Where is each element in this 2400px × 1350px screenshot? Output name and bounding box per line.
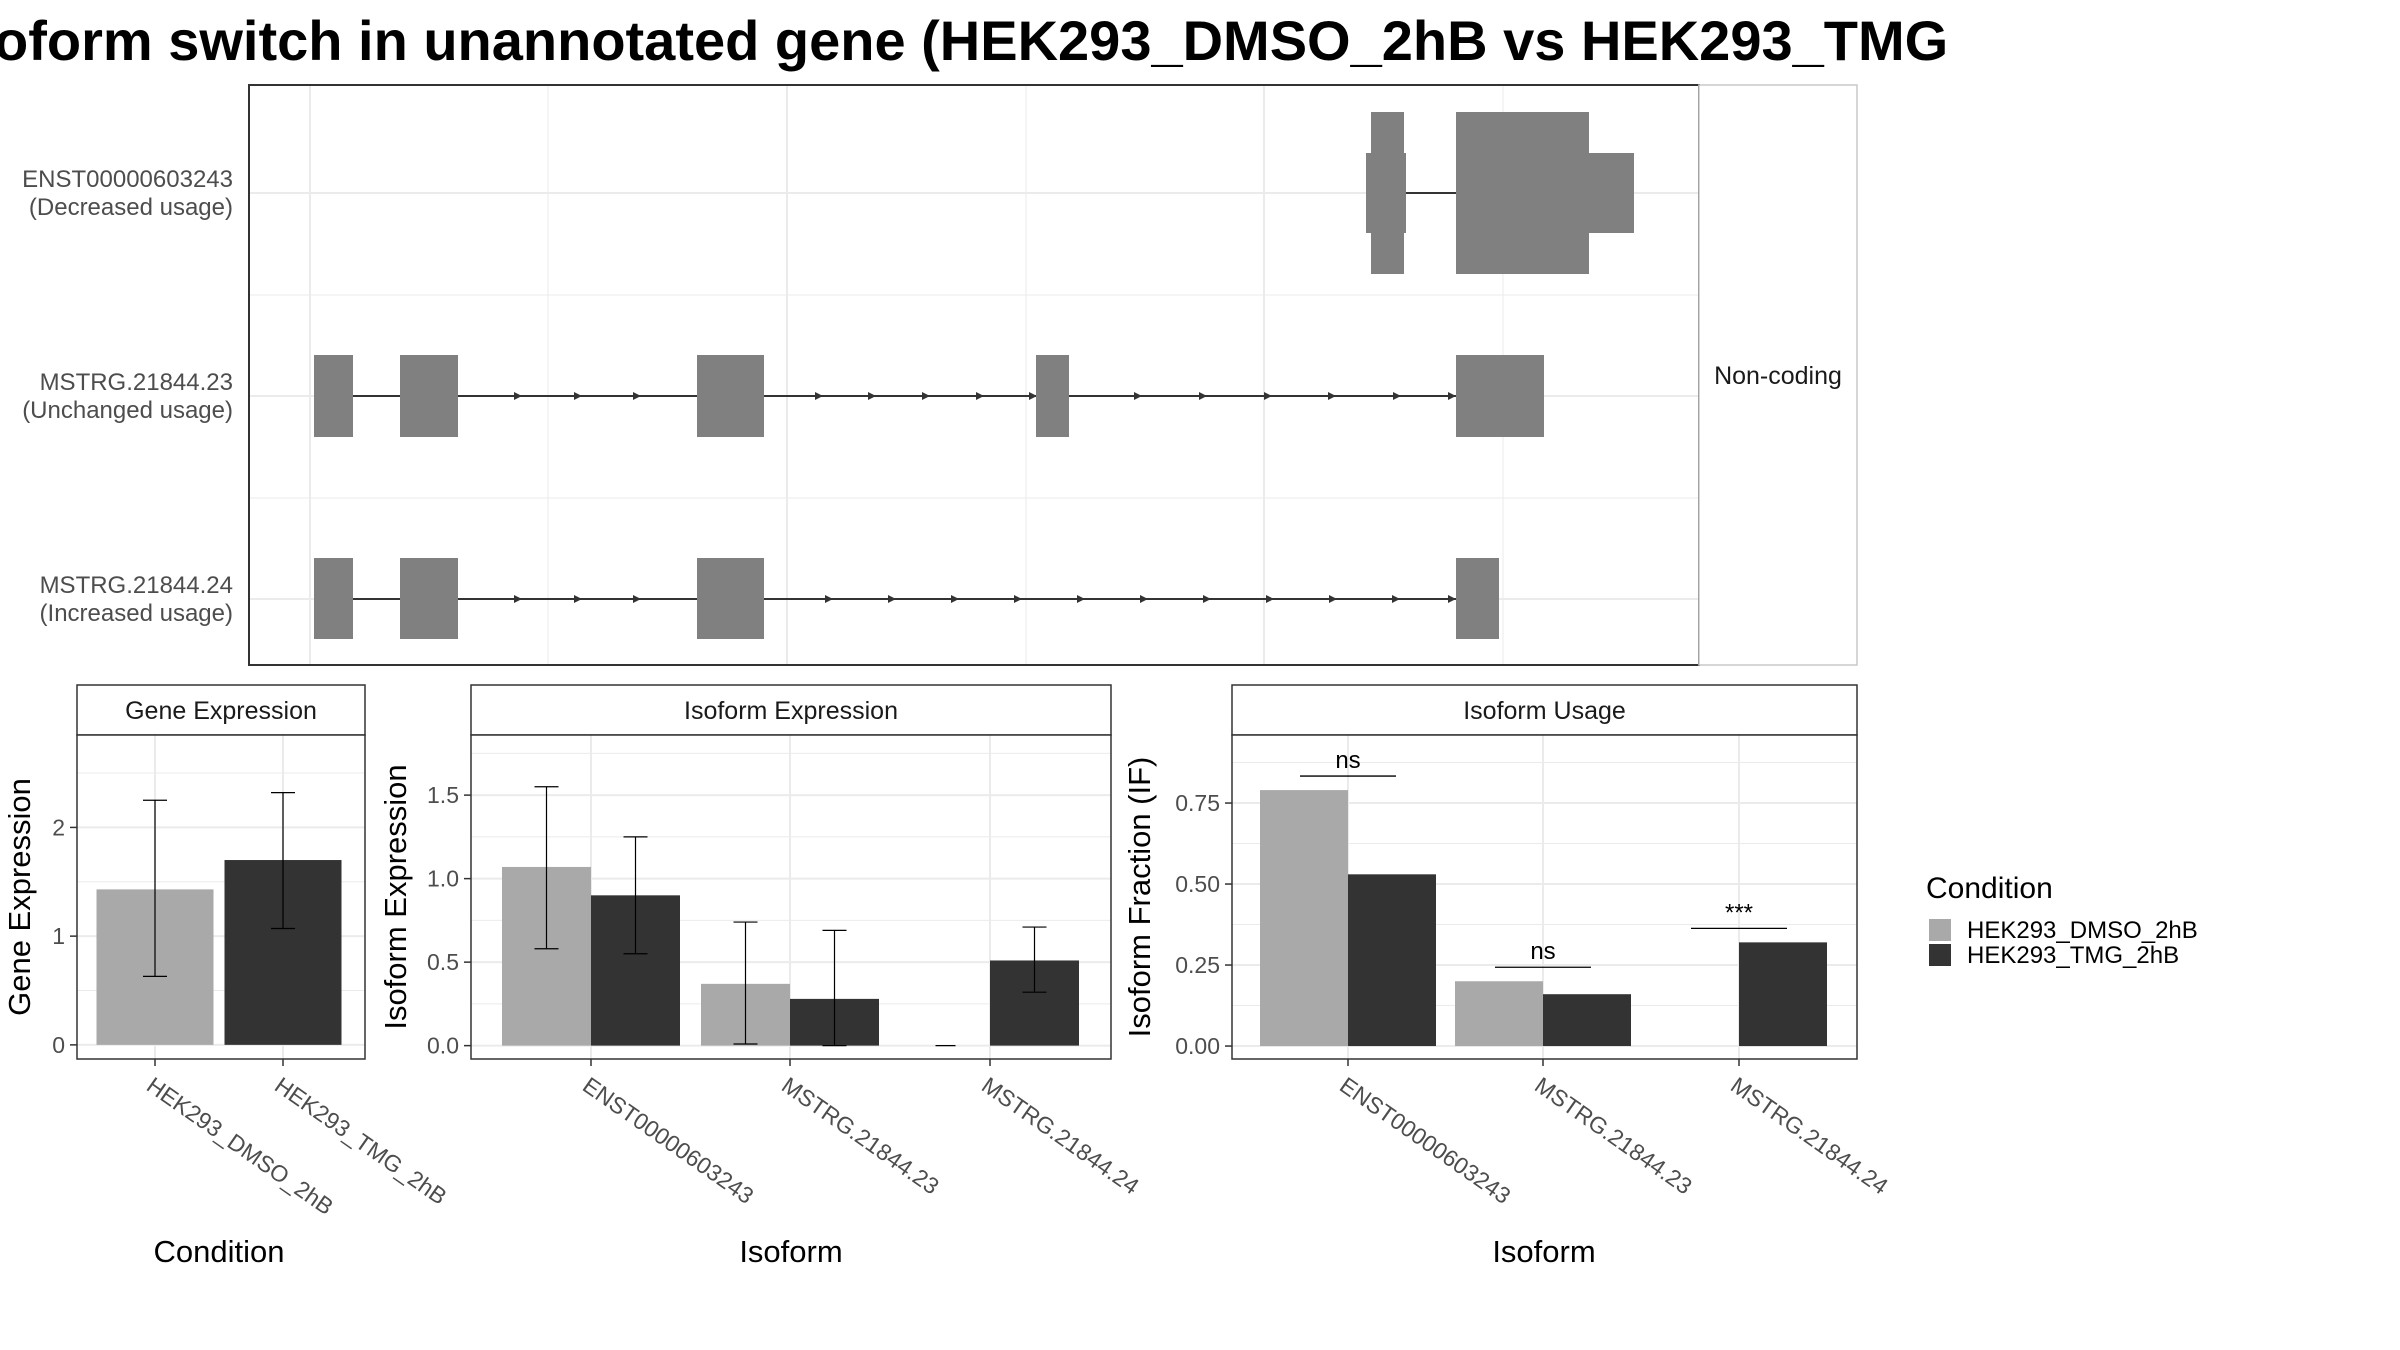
legend-item-dmso: HEK293_DMSO_2hB (1967, 917, 2198, 944)
y-tick-label: 0.50 (1175, 871, 1220, 897)
isoform-label-name: ENST00000603243 (22, 166, 233, 193)
noncoding-strip-label: Non-coding (1714, 362, 1842, 390)
x-tick-label: MSTRG.21844.23 (1530, 1072, 1697, 1200)
bar (1260, 790, 1348, 1047)
transcript-panel: Non-coding ENST00000603243 (Decreased us… (22, 84, 1858, 666)
transcript-ENST00000603243 (1366, 112, 1634, 274)
y-tick-label: 0.25 (1175, 952, 1220, 978)
isoform-label-name: MSTRG.21844.24 (40, 572, 233, 599)
exon (314, 558, 353, 639)
y-tick-label: 2 (52, 814, 65, 840)
y-tick-label: 0.75 (1175, 790, 1220, 816)
x-axis-title: Condition (154, 1234, 285, 1269)
x-tick-label: MSTRG.21844.24 (977, 1072, 1144, 1200)
bar (1348, 874, 1436, 1047)
isoform-expression-chart: Isoform Expression 0.0 0.5 1.0 1.5 ENST000006… (378, 684, 1144, 1269)
y-tick-label: 1.0 (427, 866, 459, 892)
bar (1543, 994, 1631, 1047)
exon (697, 558, 764, 639)
isoform-label-usage: (Unchanged usage) (22, 397, 233, 424)
legend-swatch-dmso (1929, 919, 1951, 941)
panel-strip-title: Isoform Expression (684, 697, 898, 725)
intron-arrows (514, 595, 1456, 603)
panel-strip-title: Gene Expression (125, 697, 317, 725)
x-tick-label: ENST00000603243 (1335, 1072, 1515, 1209)
exon (1371, 112, 1404, 274)
y-tick-label: 1 (52, 923, 65, 949)
significance-label: ns (1335, 747, 1360, 774)
legend-swatch-tmg (1929, 944, 1951, 966)
intron-arrows (514, 392, 1456, 400)
isoform-label-name: MSTRG.21844.23 (40, 369, 233, 396)
panel-strip-title: Isoform Usage (1463, 697, 1626, 725)
exon (1036, 355, 1069, 437)
x-axis-title: Isoform (739, 1234, 842, 1269)
x-tick-label: MSTRG.21844.24 (1726, 1072, 1893, 1200)
x-tick-label: MSTRG.21844.23 (777, 1072, 944, 1200)
legend: Condition HEK293_DMSO_2hB HEK293_TMG_2hB (1926, 872, 2198, 969)
transcript-MSTRG.21844.24 (314, 558, 1499, 639)
y-axis-title: Isoform Fraction (IF) (1122, 757, 1157, 1038)
x-axis-title: Isoform (1492, 1234, 1595, 1269)
exon (1588, 153, 1634, 233)
noncoding-strip (1698, 84, 1858, 666)
exon (1456, 558, 1499, 639)
x-tick-label: ENST00000603243 (578, 1072, 758, 1209)
y-tick-label: 0.0 (427, 1033, 459, 1059)
legend-item-tmg: HEK293_TMG_2hB (1967, 942, 2179, 969)
legend-title: Condition (1926, 872, 2053, 905)
bar (1455, 981, 1543, 1047)
y-axis-title: Isoform Expression (378, 764, 413, 1029)
exon (697, 355, 764, 437)
exon (314, 355, 353, 437)
plot-border (470, 734, 1112, 1060)
figure-title: oform switch in unannotated gene (HEK293… (0, 9, 1948, 72)
y-tick-label: 1.5 (427, 782, 459, 808)
exon (400, 355, 458, 437)
exon (1456, 112, 1589, 274)
plot-border (76, 734, 366, 1060)
transcript-MSTRG.21844.23 (314, 355, 1544, 437)
y-tick-label: 0 (52, 1032, 65, 1058)
panel-strip (76, 684, 366, 736)
isoform-label-usage: (Increased usage) (40, 600, 233, 627)
y-tick-label: 0.00 (1175, 1033, 1220, 1059)
significance-label: ns (1530, 938, 1555, 965)
isoform-usage-chart: Isoform Usage ns ns *** 0.00 0.25 0.50 0.75 ENST… (1122, 684, 1893, 1269)
y-tick-label: 0.5 (427, 949, 459, 975)
y-axis-title: Gene Expression (2, 778, 37, 1016)
exon (1456, 355, 1544, 437)
exon (400, 558, 458, 639)
bar (1739, 942, 1827, 1047)
panel-strip (470, 684, 1112, 736)
significance-label: *** (1725, 899, 1753, 926)
isoform-label-usage: (Decreased usage) (29, 194, 233, 221)
plot-border (1231, 734, 1858, 1060)
